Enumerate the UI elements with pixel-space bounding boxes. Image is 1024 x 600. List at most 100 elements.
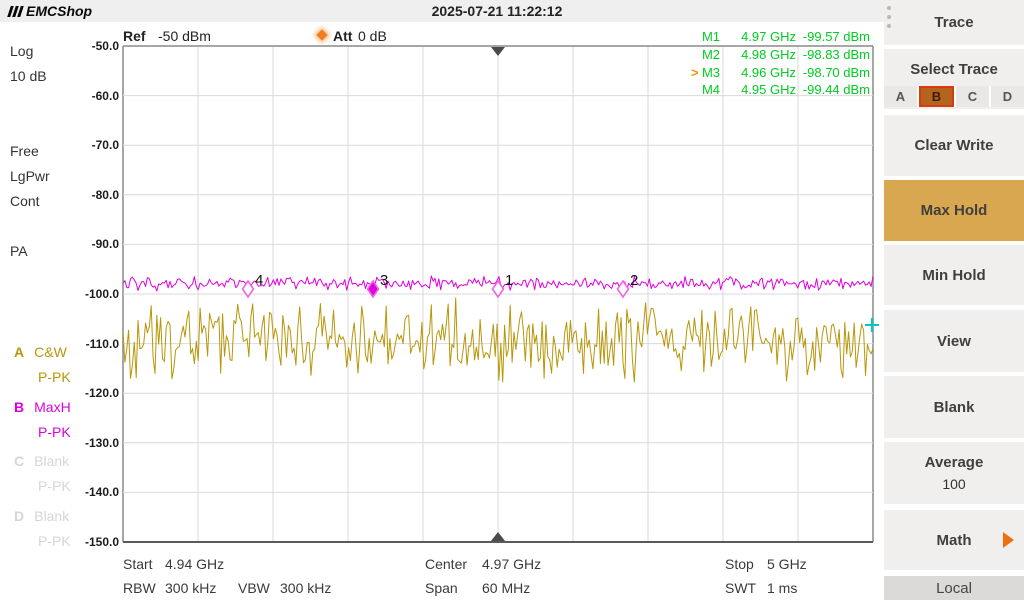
trace-a-mode: C&W	[34, 344, 67, 360]
span-label: Span	[425, 580, 458, 596]
preamp-label: PA	[10, 243, 28, 259]
view-button[interactable]: View	[884, 310, 1024, 372]
center-label: Center	[425, 556, 468, 572]
ref-label: Ref	[123, 28, 146, 44]
y-axis-tick-label: -80.0	[91, 187, 119, 202]
trace-line	[122, 297, 874, 383]
y-axis-tick-label: -60.0	[91, 88, 119, 103]
min-hold-button[interactable]: Min Hold	[884, 245, 1024, 305]
marker-freq: 4.95 GHz	[741, 82, 796, 98]
y-axis-labels: -50.0 -60.0 -70.0 -80.0 -90.0 -100.0 -110.0 -12…	[58, 0, 121, 600]
trace-a-detector: P-PK	[38, 369, 71, 385]
marker-freq: 4.98 GHz	[741, 47, 796, 63]
trace-d-mode: Blank	[34, 508, 70, 524]
marker-diamond-icon[interactable]	[616, 279, 630, 299]
swt-setting: SWT 1 ms	[725, 580, 797, 596]
stop-freq: Stop 5 GHz	[725, 556, 807, 572]
marker-readout-table: M1 4.97 GHz -99.57 dBm M2 4.98 GHz -98.8…	[661, 28, 873, 99]
marker-amp: -99.44 dBm	[802, 82, 870, 98]
rbw-setting: RBW 300 kHz	[123, 580, 216, 596]
submenu-arrow-icon	[1003, 532, 1014, 548]
math-label: Math	[936, 531, 972, 549]
trace-b-mode: MaxH	[34, 399, 71, 415]
center-freq: Center 4.97 GHz	[425, 556, 541, 572]
math-button[interactable]: Math	[884, 510, 1024, 570]
start-freq: Start 4.94 GHz	[123, 556, 224, 572]
trace-selector: A B C D	[884, 86, 1024, 107]
trace-option-c[interactable]: C	[956, 86, 989, 107]
emcshop-logo: EMCShop	[7, 3, 93, 19]
marker-diamond-icon[interactable]	[241, 279, 255, 299]
marker-row: M2 4.98 GHz -98.83 dBm	[661, 46, 873, 64]
span-setting: Span 60 MHz	[425, 580, 530, 596]
y-axis-tick-label: -150.0	[84, 535, 119, 549]
marker-number-label: 1	[505, 272, 513, 289]
menu-drag-handle-icon[interactable]	[887, 6, 893, 33]
y-axis-tick-label: -70.0	[91, 138, 119, 153]
sweep-cursor-icon	[865, 318, 879, 332]
trace-b-letter: B	[14, 399, 25, 415]
y-axis-tick-label: -140.0	[84, 485, 119, 500]
stop-value: 5 GHz	[767, 556, 807, 572]
blank-button[interactable]: Blank	[884, 376, 1024, 438]
trace-c-legend: C Blank	[14, 453, 69, 469]
clear-write-button[interactable]: Clear Write	[884, 115, 1024, 176]
center-freq-top-marker-icon	[491, 47, 505, 56]
top-bar: EMCShop 2025-07-21 11:22:12	[0, 0, 884, 22]
ref-value: -50 dBm	[158, 28, 211, 44]
marker-amp: -98.83 dBm	[802, 47, 870, 63]
average-button[interactable]: Average 100	[884, 442, 1024, 504]
trace-b-legend: B MaxH	[14, 399, 71, 415]
y-axis-tick-label: -100.0	[84, 287, 119, 301]
average-value: 100	[942, 476, 966, 492]
scale-per-div-label: 10 dB	[10, 68, 47, 84]
marker-diamond-icon[interactable]	[491, 279, 505, 299]
trace-option-a[interactable]: A	[884, 86, 917, 107]
trace-option-b[interactable]: B	[919, 86, 954, 107]
y-axis-tick-label: -130.0	[84, 435, 119, 450]
max-hold-button[interactable]: Max Hold	[884, 180, 1024, 241]
vbw-setting: VBW 300 kHz	[238, 580, 331, 596]
marker-freq: 4.97 GHz	[741, 29, 796, 45]
sweep-mode-label: Cont	[10, 193, 40, 209]
marker-diamond-icon[interactable]	[366, 279, 380, 299]
marker-number-label: 2	[630, 272, 638, 289]
active-marker-indicator: >	[690, 64, 699, 80]
trace-c-mode: Blank	[34, 453, 70, 469]
marker-id: M2	[701, 47, 720, 63]
vbw-label: VBW	[238, 580, 270, 596]
trace-d-detector: P-PK	[38, 533, 71, 549]
logo-text: EMCShop	[26, 3, 93, 19]
marker-amp: -99.57 dBm	[802, 29, 870, 45]
marker-number-label: 3	[380, 272, 388, 289]
trace-c-detector: P-PK	[38, 478, 71, 494]
plot-area[interactable]: 1 2 3 4	[122, 45, 879, 543]
y-axis-tick-label: -110.0	[85, 336, 119, 351]
trigger-mode-label: Free	[10, 143, 39, 159]
span-value: 60 MHz	[482, 580, 531, 596]
trace-a-letter: A	[14, 344, 25, 360]
att-auto-icon	[316, 29, 328, 41]
trigger-type-label: LgPwr	[10, 168, 50, 184]
marker-row: M1 4.97 GHz -99.57 dBm	[661, 28, 873, 46]
center-freq-bottom-marker-icon	[491, 532, 505, 541]
swt-value: 1 ms	[767, 580, 798, 596]
menu-title-trace: Trace	[884, 0, 1024, 45]
marker-number-label: 4	[255, 272, 263, 289]
att-label: Att	[333, 28, 353, 44]
start-label: Start	[123, 556, 153, 572]
markers[interactable]: 1 2 3 4	[241, 272, 639, 299]
trace-d-letter: D	[14, 508, 25, 524]
y-axis-tick-label: -90.0	[91, 237, 119, 252]
trace-a-legend: A C&W	[14, 344, 67, 360]
timestamp: 2025-07-21 11:22:12	[431, 3, 563, 19]
marker-row: M4 4.95 GHz -99.44 dBm	[661, 81, 873, 99]
att-value: 0 dB	[358, 28, 387, 44]
marker-freq: 4.96 GHz	[741, 64, 796, 80]
average-label: Average	[924, 454, 984, 471]
rbw-label: RBW	[123, 580, 156, 596]
center-value: 4.97 GHz	[482, 556, 542, 572]
local-button[interactable]: Local	[884, 576, 1024, 600]
trace-option-d[interactable]: D	[991, 86, 1024, 107]
